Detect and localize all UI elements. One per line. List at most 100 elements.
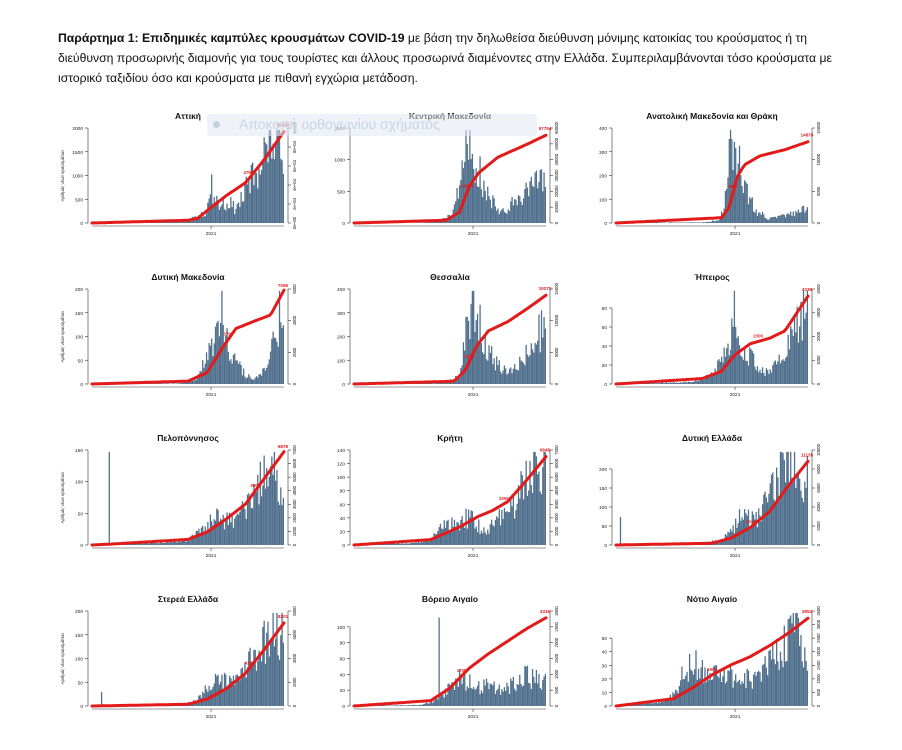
case-bar [531,349,534,384]
case-bar [214,203,217,223]
case-bar [764,217,766,223]
case-bar [430,382,433,384]
case-bar [802,290,805,384]
case-bar [218,336,220,384]
x-tick-label: 2021 [206,231,217,237]
case-bar [534,682,536,706]
case-bar [483,354,485,384]
case-bar [498,684,500,706]
case-bar [473,169,475,223]
case-bar [539,169,541,223]
case-bar [423,383,425,384]
case-bar [464,671,466,706]
y-tick-label: 40 [602,344,608,350]
case-bar [218,209,220,223]
case-bar [175,383,177,384]
case-bar [267,621,269,706]
case-bar [462,342,465,384]
case-bar [774,664,776,706]
case-bar [542,679,544,706]
case-bar [234,518,236,545]
case-bar [476,186,479,223]
cumulative-final-label: 6878 [278,444,289,449]
case-bar [720,540,723,545]
case-bar [237,514,240,545]
chart-panel: Αττική 0 500 1000 1500 2000 Αριθμός νέων κρουσ… [60,111,297,237]
case-bar [779,215,782,223]
case-bar [669,222,672,223]
case-bar [526,495,529,545]
case-bar [255,172,258,223]
case-bar [236,203,238,223]
case-bar [722,539,724,545]
case-bar [761,504,764,545]
case-bar [768,219,770,223]
cumulative-final-label: 3316 [540,609,551,614]
case-bar [244,376,246,384]
case-bar [526,354,529,384]
case-bar [490,684,493,706]
case-bar [515,691,517,706]
case-bar [382,544,384,545]
case-bar [464,161,466,223]
chart-title: Κρήτη [437,433,463,443]
case-bar [394,705,397,706]
case-bar [268,359,270,384]
y2-tick-label: 6000 [816,483,821,493]
chart-panel: Κρήτη 0 20 40 60 80 100 120 140 2021 0 1000 2000 3000… [337,433,559,559]
case-bar [434,534,436,545]
y-tick-label: 0 [604,382,607,388]
case-bar [264,488,267,545]
y-tick-label: 40 [340,516,346,522]
case-bar [225,210,227,223]
case-bar [230,522,232,545]
case-bar [480,530,482,545]
case-bar [263,137,265,223]
cumulative-mid-label: 4700 [746,519,756,524]
case-bar [517,685,520,706]
case-bar [204,216,206,223]
case-bar [418,541,420,545]
case-bar [175,540,177,545]
bar-series [354,451,546,545]
case-bar [797,209,800,223]
y2-tick-label: 0 [554,543,559,546]
case-bar [746,668,748,706]
case-bar [690,222,692,223]
y2-tick-label: 0 [816,704,821,707]
case-bar [416,542,418,545]
case-bar [512,676,514,706]
chart-panel: Βόρειο Αιγαίο 0 20 40 60 80 100 2021 0 500 1000 150… [337,594,559,720]
case-bar [269,351,272,384]
case-bar [474,689,476,706]
case-bar [180,383,182,384]
case-bar [269,466,272,545]
case-bar [451,214,453,223]
case-bar [765,667,768,706]
cumulative-final-label: 3853 [802,609,813,614]
case-bar [268,476,270,545]
case-bar [701,377,704,384]
case-bar [452,526,454,545]
case-bar [695,380,697,384]
x-tick-label: 2021 [730,231,741,237]
y-tick-label: 100 [599,505,607,511]
case-bar [153,541,155,545]
case-bar [435,697,438,706]
case-bar [186,540,188,545]
case-bar [508,693,511,706]
case-bar [217,509,219,545]
case-bar [784,661,787,706]
case-bar [749,347,751,384]
case-bar [164,542,167,545]
case-bar [497,365,499,384]
case-bar [442,382,444,384]
case-bar [685,222,687,223]
case-bar [528,196,530,223]
y2-tick-label: 2000 [292,347,297,357]
case-bar [188,540,190,545]
x-tick-label: 2021 [206,392,217,398]
case-bar [170,221,172,223]
case-bar [688,382,691,384]
y-tick-label: 60 [340,502,346,508]
